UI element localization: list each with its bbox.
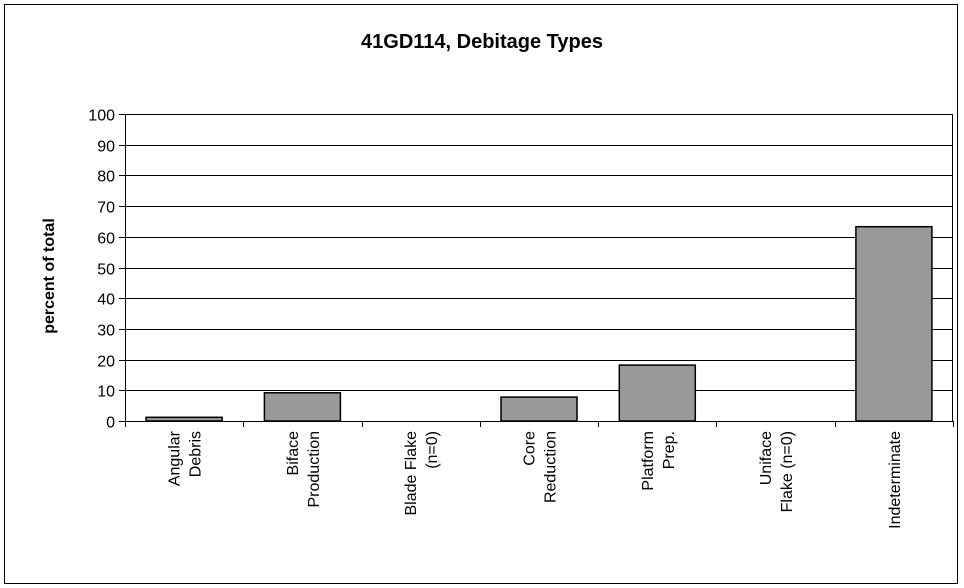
x-category-label: Angular (167, 430, 184, 486)
x-category-label: Core (522, 431, 539, 466)
x-category-label: Flake (n=0) (779, 431, 796, 512)
y-tick-label: 0 (106, 415, 115, 432)
bar (618, 364, 697, 422)
x-category-label: Blade Flake (403, 431, 420, 516)
y-tick-label: 40 (97, 292, 115, 309)
x-category-label: Debris (188, 431, 205, 477)
y-tick-label: 70 (97, 200, 115, 217)
y-tick-label: 20 (97, 354, 115, 371)
axes (119, 114, 954, 427)
bar (855, 225, 933, 422)
x-category-label: Indeterminate (887, 431, 904, 529)
x-category-label: (n=0) (424, 431, 441, 469)
y-tick-label: 30 (97, 323, 115, 340)
chart-frame (4, 4, 958, 584)
x-category-label: Prep. (661, 431, 678, 469)
x-category-label: Platform (640, 431, 657, 491)
bars (145, 225, 933, 422)
x-category-label: Production (306, 431, 323, 508)
y-tick-label: 60 (97, 231, 115, 248)
x-category-labels: Angular Debris Biface Production Blade Flake… (167, 430, 904, 529)
y-tick-label: 90 (97, 139, 115, 156)
y-tick-labels: 0 10 20 30 40 50 60 70 80 90 100 (88, 108, 115, 432)
bar (145, 416, 223, 422)
y-tick-label: 100 (88, 108, 115, 125)
x-category-label: Uniface (758, 431, 775, 485)
y-tick-label: 10 (97, 384, 115, 401)
y-axis-label: percent of total (41, 218, 58, 334)
y-tick-label: 50 (97, 262, 115, 279)
gridlines (125, 114, 953, 391)
bar (263, 392, 342, 422)
y-tick-label: 80 (97, 169, 115, 186)
x-category-label: Biface (285, 431, 302, 476)
x-category-label: Reduction (543, 431, 560, 503)
chart-title: 41GD114, Debitage Types (361, 31, 603, 53)
bar (500, 396, 578, 422)
